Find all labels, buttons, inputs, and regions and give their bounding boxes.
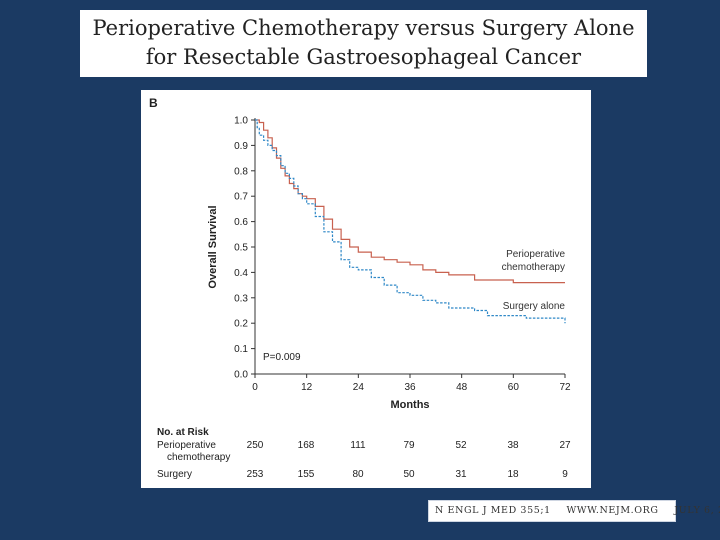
y-tick-label: 0.4 xyxy=(234,268,248,279)
x-tick-label: 48 xyxy=(456,382,468,393)
series-label-perioperative-line-1: Perioperative xyxy=(506,249,565,260)
y-tick-label: 0.1 xyxy=(234,344,248,355)
x-tick-label: 72 xyxy=(559,382,571,393)
risk-value-surgery: 155 xyxy=(298,469,315,480)
x-tick-label: 36 xyxy=(404,382,416,393)
y-tick-label: 0.8 xyxy=(234,166,248,177)
risk-value-perioperative: 111 xyxy=(350,440,366,451)
risk-value-surgery: 50 xyxy=(403,469,415,480)
y-tick-label: 0.9 xyxy=(234,141,248,152)
citation-site: WWW.NEJM.ORG xyxy=(566,505,659,516)
risk-row-label-perioperative-line-2: chemotherapy xyxy=(167,452,230,463)
survival-figure: B 0.0 0.1 0.2 0.3 0.4 0.5 0.6 0.7 0.8 0.9 1.0 0 12 24 3… xyxy=(141,90,591,488)
x-tick-label: 60 xyxy=(508,382,520,393)
y-axis-label: Overall Survival xyxy=(207,205,219,288)
slide-title-line-2: for Resectable Gastroesophageal Cancer xyxy=(145,45,582,69)
risk-value-perioperative: 27 xyxy=(559,440,571,451)
p-value-annotation: P=0.009 xyxy=(263,352,301,363)
risk-table-header: No. at Risk xyxy=(157,427,209,438)
panel-label: B xyxy=(149,96,158,110)
y-tick-label: 1.0 xyxy=(234,116,248,127)
y-tick-label: 0.0 xyxy=(234,370,248,381)
risk-value-surgery: 80 xyxy=(352,469,364,480)
y-tick-label: 0.6 xyxy=(234,217,248,228)
risk-value-surgery: 9 xyxy=(562,469,568,480)
y-tick-label: 0.2 xyxy=(234,319,248,330)
series-line-perioperative-chemotherapy xyxy=(255,119,565,284)
series-label-perioperative-line-2: chemotherapy xyxy=(502,262,565,273)
y-tick-label: 0.7 xyxy=(234,192,248,203)
citation-footer: N ENGL J MED 355;1 WWW.NEJM.ORG JULY 6, … xyxy=(428,500,720,522)
risk-value-surgery: 31 xyxy=(455,469,467,480)
citation-journal: N ENGL J MED 355;1 xyxy=(435,505,551,516)
risk-value-perioperative: 79 xyxy=(403,440,415,451)
series-line-surgery-alone xyxy=(255,119,566,324)
slide-title-line-1: Perioperative Chemotherapy versus Surger… xyxy=(92,16,635,40)
slide-title: Perioperative Chemotherapy versus Surger… xyxy=(80,10,647,77)
citation-date: JULY 6, 2006 xyxy=(674,505,720,516)
x-tick-label: 24 xyxy=(353,382,365,393)
risk-row-label-surgery: Surgery xyxy=(157,469,192,480)
risk-value-perioperative: 38 xyxy=(507,440,519,451)
survival-chart: B 0.0 0.1 0.2 0.3 0.4 0.5 0.6 0.7 0.8 0.9 1.0 0 12 24 3… xyxy=(149,96,571,480)
y-tick-label: 0.3 xyxy=(234,293,248,304)
risk-value-surgery: 18 xyxy=(507,469,519,480)
x-tick-label: 12 xyxy=(301,382,313,393)
x-axis-label: Months xyxy=(390,399,429,411)
risk-value-perioperative: 52 xyxy=(455,440,467,451)
x-tick-label: 0 xyxy=(252,382,258,393)
risk-value-perioperative: 168 xyxy=(298,440,315,451)
series-label-surgery-alone: Surgery alone xyxy=(503,301,566,312)
risk-value-surgery: 253 xyxy=(247,469,264,480)
risk-row-label-perioperative: Perioperative xyxy=(157,440,216,451)
y-tick-label: 0.5 xyxy=(234,243,248,254)
risk-value-perioperative: 250 xyxy=(247,440,264,451)
